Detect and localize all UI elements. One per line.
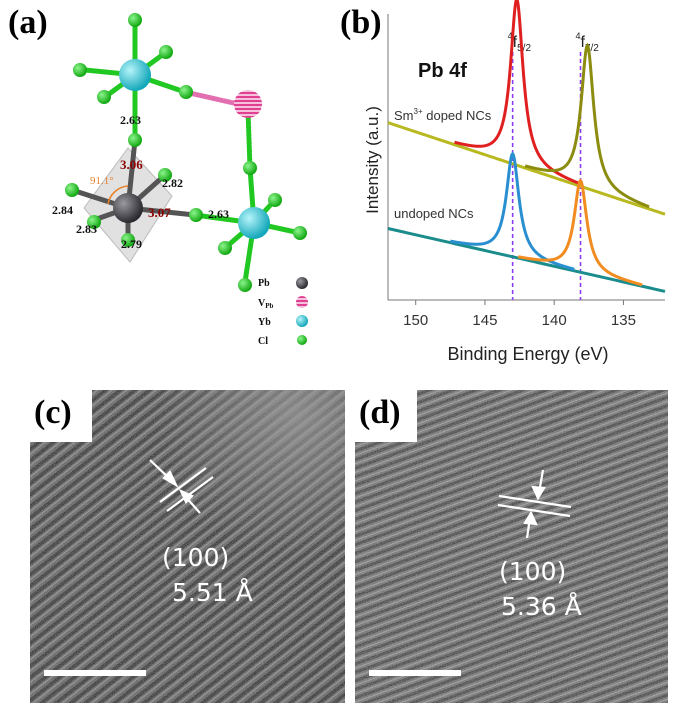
panel-label-b: (b) [340,4,382,41]
peak-marker-label: 4f7/2 [576,31,600,54]
cl-atom [121,233,135,247]
angle-label: 91.1° [90,175,114,187]
spectrum-peak [454,0,580,185]
tem-image-d: (100) 5.36 Å [355,390,668,703]
spectrum-baseline [387,121,666,216]
panel-label-d: (d) [359,394,401,431]
y-axis-label: Intensity (a.u.) [363,106,382,214]
series-label-doped: Sm3+ doped NCs [394,107,492,123]
d-spacing-d: 5.36 Å [501,592,582,621]
cl-atom [128,13,142,27]
legend-cl-label: Cl [258,336,268,345]
x-tick-label: 145 [472,312,497,329]
spectrum-baseline [387,227,666,293]
fringe-marker [149,459,214,514]
series-label-undoped: undoped NCs [394,206,474,221]
vacancy-atom [234,90,262,118]
d-spacing-c: 5.51 Å [172,578,253,607]
cl-atom [268,193,282,207]
panel-label-a: (a) [8,4,48,41]
cl-atom [65,183,79,197]
legend-yb-label: Yb [258,317,271,328]
bond-label: 3.06 [120,157,143,172]
yb-atom [119,59,151,91]
peak-markers: 4f5/2 4f7/2 [508,31,600,300]
panel-d-tem-image: (100) 5.36 Å (d) [355,390,668,703]
miller-index-d: (100) [499,557,566,586]
chart-title: Pb 4f [418,60,467,82]
panel-a-structure: 2.63 3.06 2.82 2.84 3.07 2.83 2.79 2.63 … [0,0,340,345]
x-tick-label: 135 [611,312,636,329]
peak-marker-label: 4f5/2 [508,31,532,54]
bond-label: 2.83 [76,222,97,236]
yb-atom [238,207,270,239]
scale-bar-d [369,670,461,676]
bond-label: 3.07 [148,205,171,220]
bond-label: 2.63 [208,207,229,221]
spectrum-peak [450,151,575,271]
legend-pb-swatch [296,277,308,289]
miller-index-c: (100) [162,543,229,572]
cl-atom [189,208,203,222]
spectra [387,0,666,293]
bond-label: 2.84 [52,203,73,217]
bond-labels: 2.63 3.06 2.82 2.84 3.07 2.83 2.79 2.63 … [52,113,229,251]
cl-atom [179,85,193,99]
x-tick-label: 150 [403,312,428,329]
bond-label: 2.82 [162,176,183,190]
legend-v-swatch [296,296,308,308]
atoms [65,13,307,292]
bond-label: 2.79 [121,237,142,251]
label-tab-d [355,390,417,442]
panel-b-xps-chart: 150 145 140 135 4f5/2 4f7/2 Pb 4f Sm3+ doped… [340,0,693,380]
legend-cl-swatch [297,335,307,345]
cl-atom [158,168,172,182]
tem-image-c: (100) 5.51 Å [30,390,345,703]
scale-bar-c [44,670,146,676]
xps-chart: 150 145 140 135 4f5/2 4f7/2 Pb 4f Sm3+ doped… [363,0,666,364]
cl-atom [238,278,252,292]
x-tick-label: 140 [542,312,567,329]
legend-v-label: VPb [258,298,274,310]
bond-label: 2.63 [120,113,141,127]
legend-yb-swatch [296,315,308,327]
cl-atom [128,133,142,147]
x-axis-label: Binding Energy (eV) [447,344,608,364]
structure-diagram: 2.63 3.06 2.82 2.84 3.07 2.83 2.79 2.63 … [52,13,308,345]
pb-atom [113,193,143,223]
cl-atom [87,215,101,229]
cl-atom [218,241,232,255]
x-ticks: 150 145 140 135 [403,300,636,329]
cl-atom [73,63,87,77]
cl-atom [159,45,173,59]
cl-atom [293,226,307,240]
cl-atom [97,90,111,104]
cl-atom [243,161,257,175]
label-tab-c [30,390,92,442]
angle-arc [107,185,129,205]
panel-label-c: (c) [34,394,72,431]
fringe-marker [497,469,572,539]
bonds [69,22,303,285]
structure-legend: Pb VPb Yb Cl [258,277,308,345]
panel-c-tem-image: (100) 5.51 Å (c) [30,390,345,703]
spectrum-peak [524,42,650,209]
legend-pb-label: Pb [258,278,270,289]
spectrum-peak [517,178,643,287]
